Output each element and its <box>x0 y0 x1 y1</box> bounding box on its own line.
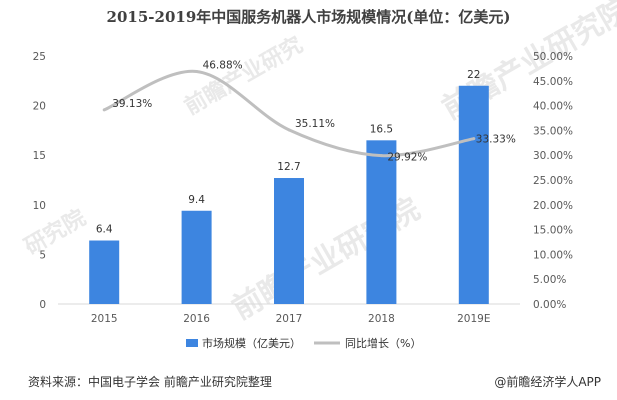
y-right-tick-label: 15.00% <box>533 225 573 237</box>
x-tick-label: 2017 <box>276 313 303 325</box>
legend-label-bar: 市场规模（亿美元） <box>202 336 301 350</box>
bar <box>366 140 397 304</box>
x-tick-label: 2016 <box>183 313 210 325</box>
growth-line <box>103 69 475 158</box>
y-left-tick-label: 25 <box>33 51 46 63</box>
svg-text:前瞻产业研究: 前瞻产业研究 <box>180 32 307 121</box>
x-tick-label: 2019E <box>457 313 490 325</box>
growth-point <box>379 154 383 158</box>
y-right-tick-label: 45.00% <box>533 76 573 88</box>
y-right-tick-label: 35.00% <box>533 125 573 137</box>
line-value-label: 29.92% <box>387 152 427 164</box>
bar <box>181 210 212 304</box>
bar <box>274 178 304 304</box>
growth-point <box>102 108 106 112</box>
line-value-label: 35.11% <box>295 118 335 130</box>
growth-point <box>472 137 476 141</box>
x-tick-label: 2018 <box>368 313 395 325</box>
y-right-tick-label: 10.00% <box>533 249 573 261</box>
y-left-tick-label: 20 <box>33 101 46 113</box>
bar <box>89 240 120 304</box>
line-value-label: 33.33% <box>476 134 516 146</box>
y-left-tick-label: 10 <box>33 200 46 212</box>
chart-title: 2015-2019年中国服务机器人市场规模情况(单位：亿美元) <box>106 8 511 26</box>
bar-value-label: 16.5 <box>370 123 393 135</box>
growth-point <box>195 69 199 73</box>
bar <box>458 85 489 304</box>
y-right-tick-label: 20.00% <box>533 200 573 212</box>
y-right-tick-label: 5.00% <box>533 274 566 286</box>
bar-value-label: 12.7 <box>277 161 300 173</box>
source-note: 资料来源：中国电子学会 前瞻产业研究院整理 <box>28 375 272 389</box>
y-right-tick-label: 40.00% <box>533 101 573 113</box>
legend-swatch-bar <box>186 339 198 347</box>
legend-label-line: 同比增长（%） <box>345 336 421 350</box>
line-value-label: 39.13% <box>112 98 152 110</box>
y-right-tick-label: 30.00% <box>533 150 573 162</box>
y-left-tick-label: 0 <box>39 299 46 311</box>
brand-credit: @前瞻经济学人APP <box>494 375 601 389</box>
growth-point <box>287 128 291 132</box>
bar-value-label: 6.4 <box>96 224 113 236</box>
line-value-label: 46.88% <box>203 59 243 71</box>
y-left-tick-label: 5 <box>39 249 46 261</box>
y-right-tick-label: 0.00% <box>533 299 566 311</box>
y-left-tick-label: 15 <box>33 150 46 162</box>
y-right-tick-label: 50.00% <box>533 51 573 63</box>
x-tick-label: 2015 <box>91 313 118 325</box>
svg-text:研究院: 研究院 <box>20 205 90 261</box>
bar-value-label: 9.4 <box>188 194 205 206</box>
bar-value-label: 22 <box>467 69 480 81</box>
y-right-tick-label: 25.00% <box>533 175 573 187</box>
